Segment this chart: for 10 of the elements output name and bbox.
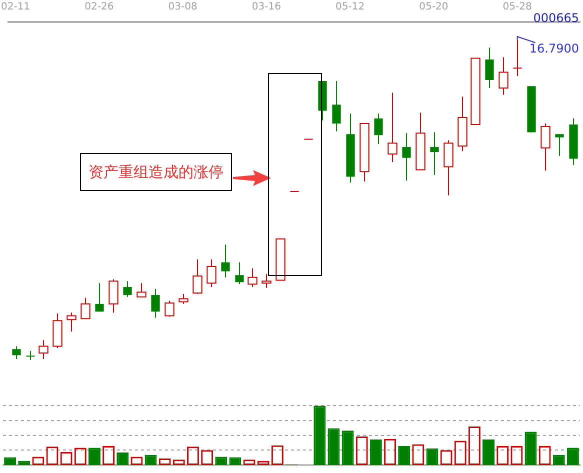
x-tick-label: 05-28 [502,2,532,13]
x-tick-label: 05-20 [419,2,448,13]
x-tick-label: 05-12 [336,2,365,13]
annotation: 16.7900 [529,42,579,56]
annotation: 资产重组造成的涨停 [80,153,232,191]
x-tick-label: 02-11 [1,2,30,13]
x-tick-label: 03-08 [168,2,198,13]
x-tick-label: 02-26 [84,2,114,13]
x-tick-label: 03-16 [252,2,281,13]
text: 000665 [533,11,579,25]
